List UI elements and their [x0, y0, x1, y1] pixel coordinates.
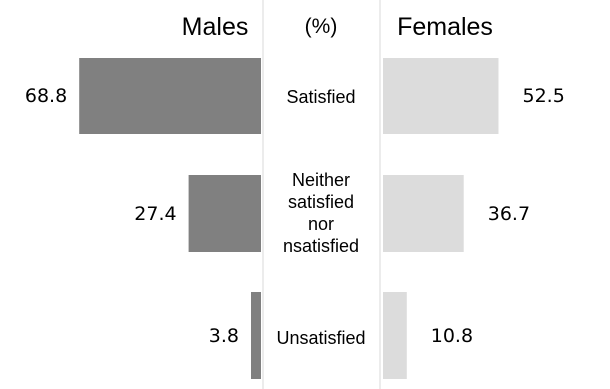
value-label-females-cat-0: 52.5 [522, 85, 565, 107]
bar-males-cat-0 [79, 58, 261, 134]
bar-males-cat-1 [188, 175, 261, 252]
bar-males-cat-2 [251, 292, 261, 379]
category-label-line: Satisfied [286, 87, 356, 107]
category-label-line: satisfied [287, 192, 355, 212]
category-label-line: nsatisfied [282, 236, 360, 256]
category-label-line: Neither [291, 170, 351, 190]
value-label-males-cat-1: 27.4 [134, 202, 177, 225]
bar-females-cat-1 [383, 175, 464, 252]
category-label-cat-0: Satisfied [264, 86, 378, 108]
category-label-line: Unsatisfied [276, 328, 366, 348]
value-label-males-cat-2: 3.8 [208, 324, 239, 347]
bar-females-cat-0 [383, 58, 499, 134]
bar-females-cat-2 [383, 292, 407, 379]
category-label-cat-2: Unsatisfied [264, 327, 378, 349]
value-label-females-cat-2: 10.8 [430, 324, 474, 347]
value-label-females-cat-1: 36.7 [487, 202, 531, 225]
category-label-cat-1: Neither satisfied nor nsatisfied [264, 169, 378, 257]
category-label-line: nor [307, 214, 334, 234]
males-header: Males [181, 13, 249, 41]
value-label-males-cat-0: 68.8 [24, 85, 68, 107]
unit-label: (%) [304, 15, 338, 38]
females-header: Females [397, 13, 493, 41]
